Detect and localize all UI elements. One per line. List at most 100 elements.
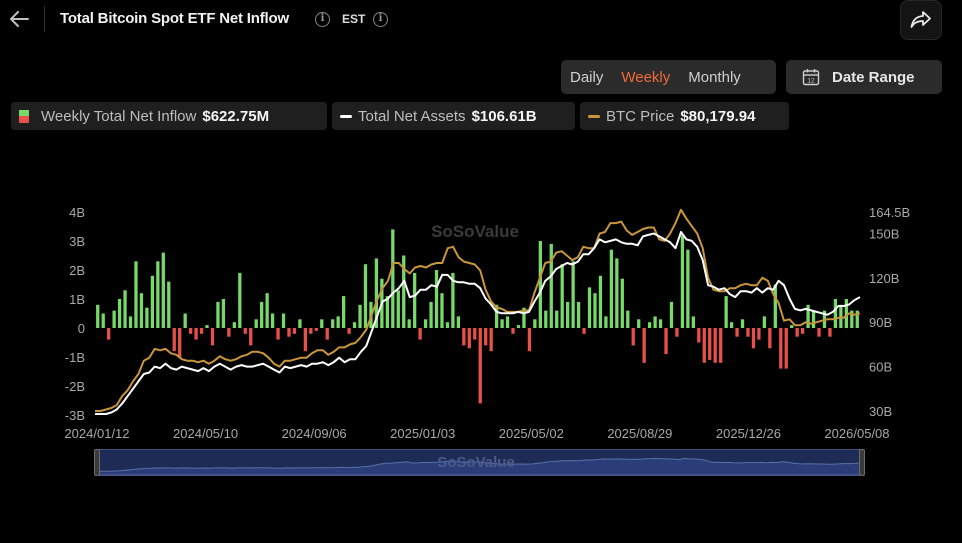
legend-assets-swatch <box>340 114 352 118</box>
inflow-bar <box>850 310 854 328</box>
inflow-bar <box>309 328 313 334</box>
inflow-chart[interactable]: SoSoValue 4B 3B 2B 1B 0 -1B -2B -3B 164.5B 150B 120… <box>0 195 962 445</box>
inflow-bar <box>839 304 843 328</box>
inflow-bar <box>598 275 603 328</box>
inflow-bar <box>199 328 204 334</box>
navigator-right-handle[interactable] <box>859 449 865 476</box>
inflow-bar <box>238 272 242 328</box>
inflow-bar <box>292 328 297 334</box>
inflow-bar <box>773 284 777 328</box>
inflow-bar <box>172 328 176 352</box>
inflow-bar <box>702 328 706 363</box>
inflow-bar <box>675 328 679 337</box>
inflow-bar <box>418 328 422 340</box>
inflow-bar <box>795 328 799 337</box>
inflow-bar <box>478 328 482 404</box>
inflow-bar <box>445 322 450 328</box>
inflow-bar <box>221 299 226 328</box>
inflow-bar <box>107 328 111 340</box>
inflow-bar <box>697 328 701 343</box>
date-range-label: Date Range <box>832 68 915 86</box>
inflow-bar <box>396 290 400 328</box>
inflow-bar <box>768 328 772 349</box>
inflow-bar <box>188 328 193 334</box>
inflow-bar <box>358 304 362 328</box>
inflow-bar <box>669 301 674 328</box>
legend-total-net-assets[interactable]: Total Net Assets $106.61B <box>332 102 575 130</box>
period-daily-button[interactable]: Daily <box>570 68 604 86</box>
y-left-tick-label: 1B <box>69 292 85 307</box>
inflow-bar <box>298 319 302 328</box>
info-icon[interactable]: i <box>315 12 330 27</box>
inflow-bar <box>729 322 734 328</box>
inflow-bar <box>314 328 318 331</box>
inflow-bar <box>686 249 690 328</box>
legend-btc-price[interactable]: BTC Price $80,179.94 <box>580 102 789 130</box>
inflow-bar <box>101 313 105 328</box>
inflow-bar <box>642 328 646 363</box>
inflow-bar <box>855 310 859 328</box>
inflow-bar <box>413 272 417 328</box>
legend-btc-value: $80,179.94 <box>680 107 756 125</box>
y-right-tick-label: 150B <box>869 226 899 241</box>
inflow-bar <box>331 319 335 328</box>
inflow-bar <box>134 261 138 328</box>
navigator-watermark: SoSoValue <box>437 454 515 471</box>
x-tick-label: 2025/08/29 <box>607 426 672 441</box>
y-left-tick-label: -2B <box>65 379 85 394</box>
inflow-bar <box>232 322 236 328</box>
legend-inflow-swatch <box>19 109 29 123</box>
inflow-bar <box>751 328 756 349</box>
inflow-bar <box>451 272 455 328</box>
share-button[interactable] <box>900 0 942 40</box>
x-tick-label: 2024/01/12 <box>64 426 129 441</box>
timezone-info-icon[interactable]: i <box>373 12 388 27</box>
legend-weekly-inflow[interactable]: Weekly Total Net Inflow $622.75M <box>11 102 327 130</box>
inflow-bar <box>391 229 395 328</box>
inflow-bar <box>582 328 586 334</box>
inflow-bar <box>440 293 444 328</box>
total-net-assets-line <box>95 231 861 415</box>
inflow-bar <box>811 310 816 328</box>
period-monthly-button[interactable]: Monthly <box>688 68 741 86</box>
inflow-bar <box>227 328 231 337</box>
y-left-tick-label: 4B <box>69 205 85 220</box>
period-weekly-button[interactable]: Weekly <box>621 68 671 86</box>
y-right-tick-label: 164.5B <box>869 205 910 220</box>
inflow-bar <box>735 328 739 337</box>
inflow-bar <box>800 328 805 334</box>
navigator-left-handle[interactable] <box>94 449 100 476</box>
inflow-bar <box>653 316 657 328</box>
inflow-bar <box>385 296 389 328</box>
legend-inflow-name: Weekly Total Net Inflow <box>41 107 197 125</box>
inflow-bar <box>473 328 477 340</box>
range-navigator[interactable]: SoSoValue <box>95 449 865 476</box>
period-toggle: Daily Weekly Monthly <box>561 60 776 94</box>
page-title: Total Bitcoin Spot ETF Net Inflow <box>60 10 289 27</box>
inflow-bar <box>527 328 532 352</box>
legend-btc-swatch <box>588 114 600 118</box>
inflow-bar <box>647 322 652 328</box>
back-arrow-icon[interactable] <box>6 6 32 32</box>
inflow-bar <box>500 319 504 328</box>
inflow-bar <box>626 310 630 328</box>
inflow-bar <box>407 319 411 328</box>
inflow-bar <box>516 325 521 328</box>
date-range-button[interactable]: 12 Date Range <box>786 60 942 94</box>
inflow-bar <box>139 293 144 328</box>
inflow-bar <box>156 261 160 328</box>
inflow-bar <box>265 293 269 328</box>
inflow-bar <box>833 299 838 328</box>
legend-btc-name: BTC Price <box>606 107 675 125</box>
y-right-tick-label: 120B <box>869 271 899 286</box>
inflow-bar <box>522 307 526 328</box>
timezone-label[interactable]: EST <box>342 12 366 26</box>
inflow-bar <box>587 287 592 328</box>
inflow-bar <box>828 328 832 337</box>
inflow-bar <box>243 328 247 334</box>
inflow-bar <box>664 328 668 355</box>
inflow-bar <box>287 328 291 337</box>
calendar-day-text: 12 <box>807 78 815 85</box>
inflow-bar <box>538 241 542 328</box>
inflow-bar <box>762 316 767 328</box>
